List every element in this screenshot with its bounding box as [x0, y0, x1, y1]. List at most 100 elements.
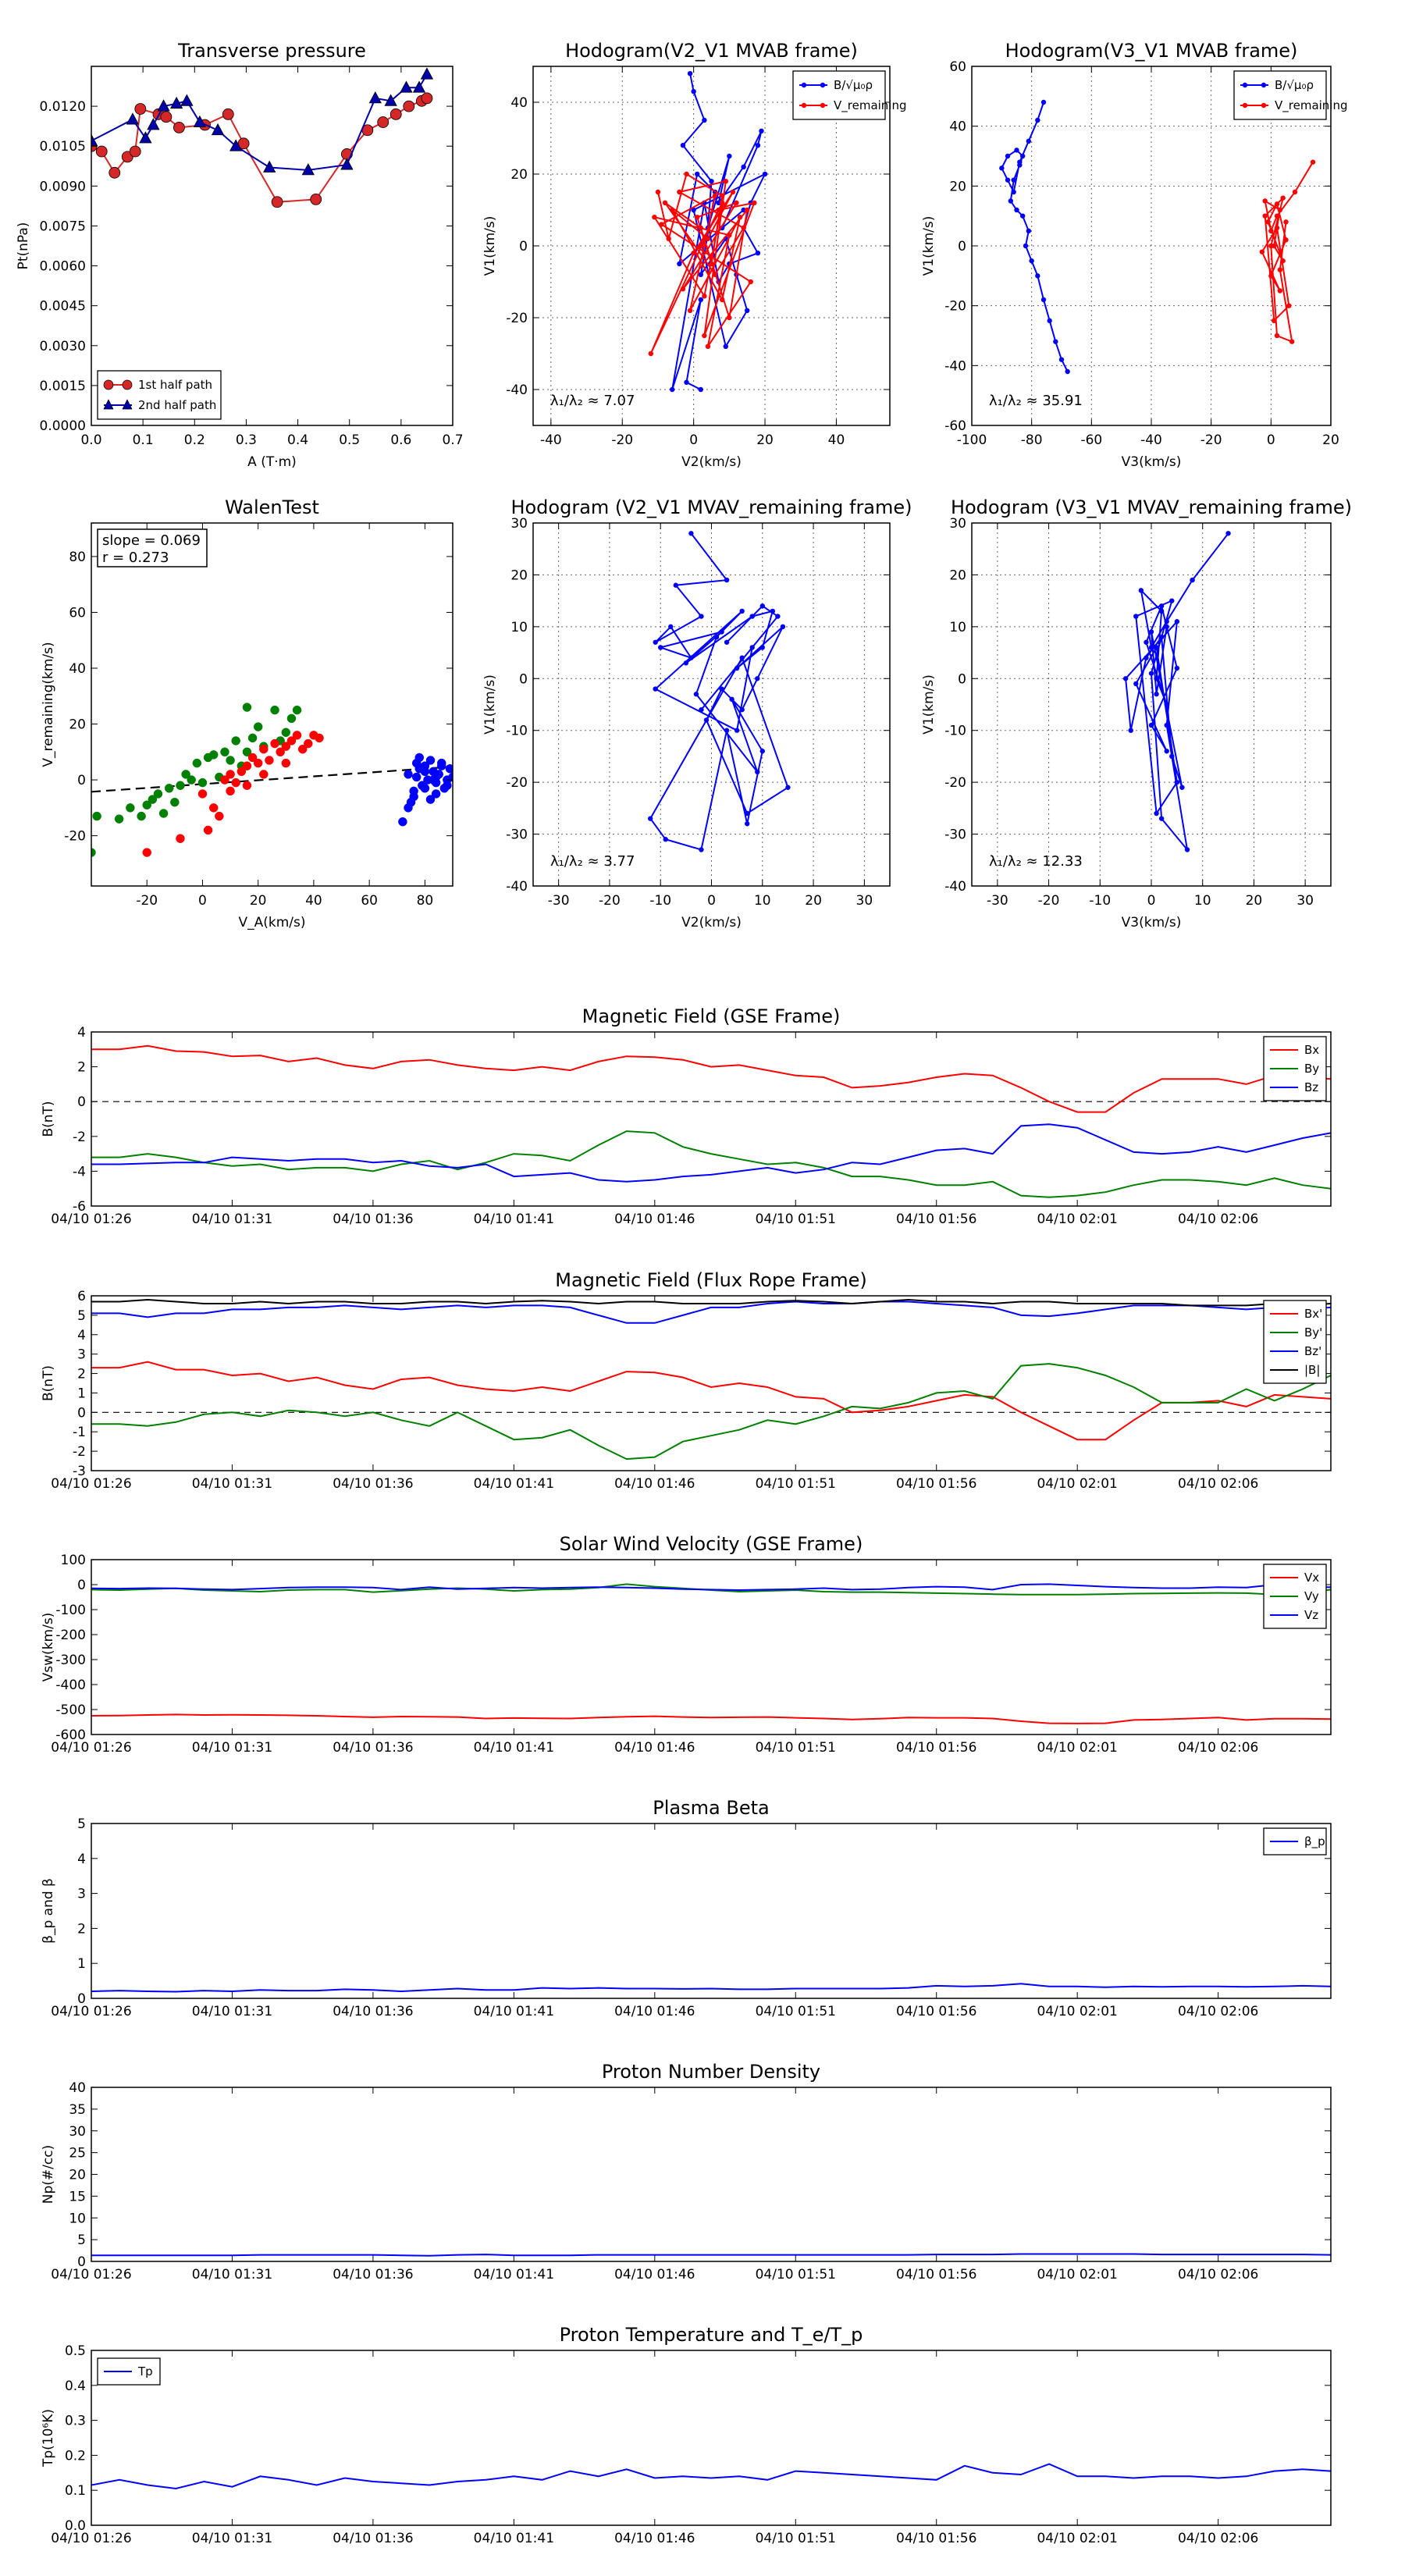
data-point — [1225, 531, 1231, 536]
legend-frame — [792, 70, 886, 120]
y-tick-label: -6 — [73, 1199, 86, 1215]
data-point — [169, 96, 183, 109]
data-point — [712, 272, 718, 277]
data-point — [691, 251, 696, 256]
data-point — [741, 164, 746, 169]
x-tick-label: 04/10 01:36 — [333, 2004, 413, 2019]
chart-title: Magnetic Field (GSE Frame) — [582, 1005, 841, 1027]
data-point — [653, 686, 658, 692]
data-point — [1280, 258, 1286, 264]
legend-label: β_p — [1304, 1834, 1325, 1849]
data-point — [677, 189, 682, 195]
x-axis-label: V2(km/s) — [681, 454, 742, 470]
y-tick-label: 0 — [77, 1578, 86, 1593]
data-point — [780, 624, 786, 630]
data-point — [712, 193, 718, 198]
series-line-0 — [91, 2253, 1331, 2257]
chart-title: Transverse pressure — [177, 40, 366, 62]
legend-marker — [1242, 102, 1248, 109]
series-line-1 — [91, 1130, 1331, 1198]
data-point — [1174, 779, 1180, 785]
x-tick-label: 0.5 — [339, 432, 360, 448]
y-tick-label: 0 — [77, 1405, 86, 1421]
x-tick-label: 04/10 02:01 — [1037, 1740, 1117, 1756]
data-point — [208, 750, 219, 760]
data-point — [655, 189, 661, 195]
data-point — [237, 137, 250, 150]
x-tick-label: 04/10 02:06 — [1178, 2267, 1258, 2282]
plot-frame — [91, 522, 454, 887]
data-point — [1138, 588, 1144, 593]
data-point — [281, 728, 291, 738]
y-tick-label: 20 — [510, 568, 528, 583]
y-tick-label: 20 — [949, 568, 966, 583]
data-point — [270, 705, 279, 715]
data-point — [775, 614, 781, 619]
data-point — [647, 816, 653, 821]
data-point — [1268, 228, 1274, 234]
y-tick-label: 0.0060 — [40, 259, 86, 275]
legend-label: Vx — [1304, 1571, 1319, 1585]
y-tick-label: 0 — [77, 1094, 86, 1110]
y-tick-label: -600 — [55, 1727, 86, 1743]
x-tick-label: 04/10 02:06 — [1178, 1476, 1258, 1492]
x-tick-label: -40 — [1140, 432, 1162, 448]
y-tick-label: 0 — [77, 1991, 86, 2007]
x-tick-label: 04/10 01:56 — [896, 1212, 976, 1227]
x-tick-label: 0.4 — [287, 432, 308, 448]
y-tick-label: 0.0030 — [40, 339, 86, 354]
data-point — [226, 786, 235, 796]
data-point — [749, 645, 755, 650]
y-tick-label: 0 — [77, 773, 86, 788]
y-tick-label: 4 — [77, 1328, 86, 1343]
y-tick-label: 0 — [958, 239, 966, 254]
legend-frame — [1233, 70, 1327, 120]
data-point — [698, 386, 703, 393]
x-tick-label: 80 — [417, 893, 434, 909]
x-tick-label: 04/10 01:51 — [756, 1476, 836, 1492]
data-point — [1286, 303, 1292, 308]
data-point — [259, 770, 269, 779]
data-point — [1277, 288, 1283, 294]
y-axis-label: Vsw(km/s) — [41, 1613, 56, 1682]
data-point — [1158, 603, 1165, 609]
y-tick-label: 1 — [77, 1956, 86, 1972]
plot-area — [91, 67, 434, 208]
data-point — [259, 744, 269, 754]
data-point — [1262, 213, 1268, 219]
legend-marker — [820, 82, 826, 88]
x-tick-label: 0 — [689, 432, 698, 448]
data-point — [176, 834, 185, 843]
plot-frame — [971, 522, 1332, 887]
data-point — [1148, 645, 1154, 650]
series-line-2 — [91, 1300, 1331, 1324]
series-line-1 — [91, 73, 428, 171]
data-point — [134, 103, 147, 115]
x-tick-label: 04/10 01:26 — [51, 2531, 131, 2546]
x-tick-label: 04/10 01:46 — [614, 2267, 695, 2282]
x-tick-label: 20 — [250, 893, 267, 909]
x-tick-label: 04/10 02:01 — [1037, 1212, 1117, 1227]
stats-text: slope = 0.069 — [102, 532, 201, 549]
data-point — [147, 118, 160, 130]
data-point — [180, 94, 194, 106]
x-tick-label: 04/10 02:01 — [1037, 2004, 1117, 2019]
data-point — [1005, 153, 1011, 159]
data-point — [759, 749, 765, 754]
data-point — [315, 733, 324, 743]
data-point — [226, 770, 235, 779]
data-point — [286, 736, 297, 745]
legend-marker — [122, 379, 133, 390]
data-point — [1011, 177, 1016, 183]
data-point — [729, 696, 735, 703]
chart-h1: Hodogram(V2_V1 MVAB frame) -40 -20 0 20 40 -40… — [482, 40, 907, 470]
data-point — [1008, 198, 1014, 204]
y-axis-label: B(nT) — [41, 1365, 56, 1401]
data-point — [687, 71, 693, 76]
data-point — [1122, 676, 1129, 681]
plot-area — [91, 2253, 1331, 2257]
x-tick-label: 04/10 01:31 — [192, 1476, 272, 1492]
data-point — [253, 722, 263, 731]
y-tick-label: 25 — [69, 2146, 86, 2161]
data-point — [304, 738, 313, 749]
